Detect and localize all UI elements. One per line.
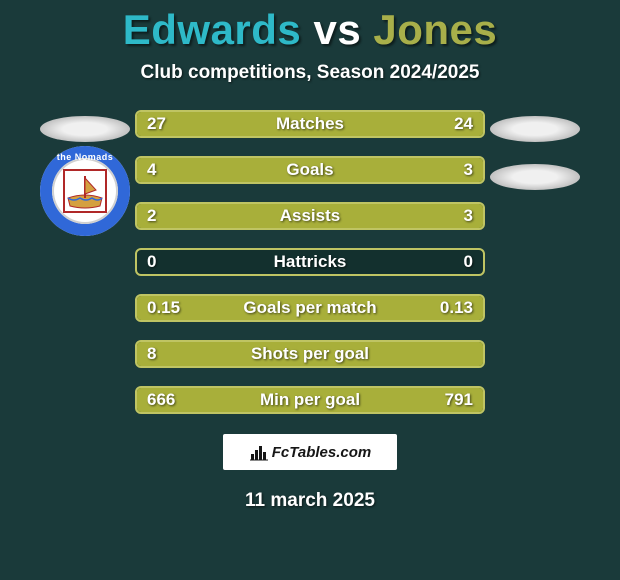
stat-label: Shots per goal bbox=[137, 342, 483, 366]
badge-text: the Nomads bbox=[40, 152, 130, 162]
player2-kit-placeholder-top bbox=[490, 116, 580, 142]
stat-bars: 2724Matches 43Goals 23Assists 00Hattricks 0.… bbox=[135, 110, 485, 414]
player1-side: the Nomads bbox=[35, 110, 135, 414]
watermark: FcTables.com bbox=[223, 434, 397, 470]
stat-label: Assists bbox=[137, 204, 483, 228]
bar-chart-icon bbox=[249, 442, 269, 462]
player1-club-badge: the Nomads bbox=[40, 146, 130, 236]
stat-label: Matches bbox=[137, 112, 483, 136]
comparison-title: Edwards vs Jones bbox=[123, 6, 498, 54]
stat-bar: 00Hattricks bbox=[135, 248, 485, 276]
stat-bar: 8Shots per goal bbox=[135, 340, 485, 368]
watermark-text: FcTables.com bbox=[272, 444, 371, 461]
player2-side bbox=[485, 110, 585, 414]
date: 11 march 2025 bbox=[245, 490, 375, 512]
content-root: Edwards vs Jones Club competitions, Seas… bbox=[0, 0, 620, 580]
stat-bar: 23Assists bbox=[135, 202, 485, 230]
main-row: the Nomads 2724Matches 43Goals 23Assists 00… bbox=[0, 110, 620, 414]
player1-name: Edwards bbox=[123, 6, 302, 53]
stat-label: Min per goal bbox=[137, 388, 483, 412]
stat-bar: 43Goals bbox=[135, 156, 485, 184]
ship-icon bbox=[62, 168, 108, 214]
player1-kit-placeholder bbox=[40, 116, 130, 142]
vs-separator: vs bbox=[313, 6, 361, 53]
stat-label: Hattricks bbox=[137, 250, 483, 274]
player2-name: Jones bbox=[373, 6, 497, 53]
stat-bar: 2724Matches bbox=[135, 110, 485, 138]
stat-label: Goals bbox=[137, 158, 483, 182]
stat-bar: 666791Min per goal bbox=[135, 386, 485, 414]
stat-bar: 0.150.13Goals per match bbox=[135, 294, 485, 322]
player2-kit-placeholder-bottom bbox=[490, 164, 580, 190]
subtitle: Club competitions, Season 2024/2025 bbox=[141, 62, 480, 84]
stat-label: Goals per match bbox=[137, 296, 483, 320]
